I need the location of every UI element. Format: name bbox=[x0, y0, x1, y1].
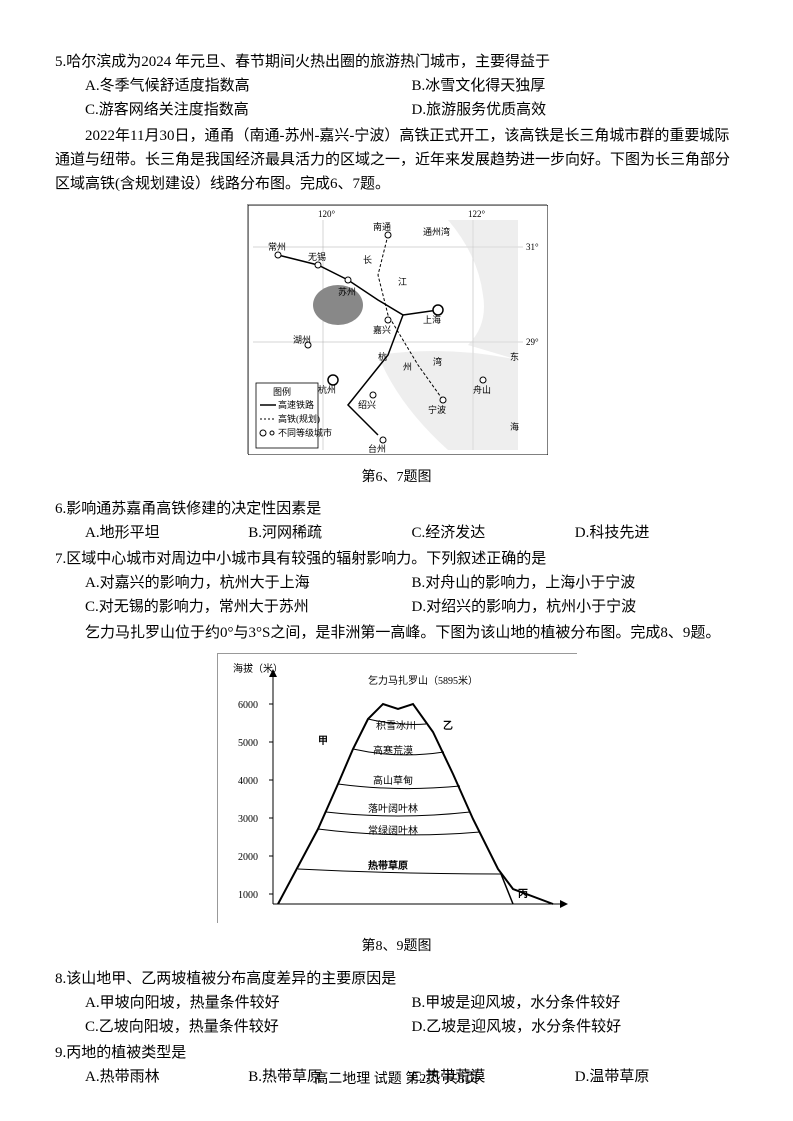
q6-optD: D.科技先进 bbox=[575, 521, 738, 545]
q5-optC: C.游客网络关注度指数高 bbox=[85, 98, 412, 122]
q6-optB: B.河网稀疏 bbox=[248, 521, 411, 545]
q6-optA: A.地形平坦 bbox=[85, 521, 248, 545]
q8-stem: 8.该山地甲、乙两坡植被分布高度差异的主要原因是 bbox=[55, 967, 738, 991]
label-jia: 甲 bbox=[318, 735, 328, 747]
ytick-4000: 4000 bbox=[238, 776, 258, 787]
passage-1: 2022年11月30日，通甬（南通-苏州-嘉兴-宁波）高铁正式开工，该高铁是长三… bbox=[55, 124, 738, 196]
fig1-caption: 第6、7题图 bbox=[55, 467, 738, 489]
ytick-6000: 6000 bbox=[238, 700, 258, 711]
figure-1-block: 120° 122° 31° 29° bbox=[55, 204, 738, 489]
question-5: 5.哈尔滨成为2024 年元旦、春节期间火热出圈的旅游热门城市，主要得益于 A.… bbox=[55, 50, 738, 122]
lon-120: 120° bbox=[318, 209, 336, 219]
lat-29: 29° bbox=[526, 337, 539, 347]
q8-optD: D.乙坡是迎风坡，水分条件较好 bbox=[412, 1015, 739, 1039]
q8-optA: A.甲坡向阳坡，热量条件较好 bbox=[85, 991, 412, 1015]
label-dong: 东 bbox=[510, 351, 519, 362]
q7-options-row1: A.对嘉兴的影响力，杭州大于上海 B.对舟山的影响力，上海小于宁波 bbox=[55, 571, 738, 595]
fig2-caption: 第8、9题图 bbox=[55, 936, 738, 958]
city-huzhou: 湖州 bbox=[293, 335, 311, 345]
city-hangzhou: 杭州 bbox=[318, 384, 336, 395]
city-shaoxing: 绍兴 bbox=[358, 399, 376, 410]
q8-optC: C.乙坡向阳坡，热量条件较好 bbox=[85, 1015, 412, 1039]
label-wan: 湾 bbox=[433, 356, 442, 367]
lon-122: 122° bbox=[468, 209, 486, 219]
city-zhoushan: 舟山 bbox=[473, 384, 491, 395]
q5-options-row2: C.游客网络关注度指数高 D.旅游服务优质高效 bbox=[55, 98, 738, 122]
q7-optB: B.对舟山的影响力，上海小于宁波 bbox=[412, 571, 739, 595]
q8-optB: B.甲坡是迎风坡，水分条件较好 bbox=[412, 991, 739, 1015]
zone-2: 高山草甸 bbox=[373, 774, 413, 787]
city-tongzhouwan: 通州湾 bbox=[423, 226, 450, 237]
passage-2: 乞力马扎罗山位于约0°与3°S之间，是非洲第一高峰。下图为该山地的植被分布图。完… bbox=[55, 621, 738, 645]
legend-title: 图例 bbox=[273, 386, 291, 397]
city-suzhou: 苏州 bbox=[338, 286, 356, 297]
q5-optA: A.冬季气候舒适度指数高 bbox=[85, 74, 412, 98]
map-svg: 120° 122° 31° 29° bbox=[248, 205, 548, 455]
figure-2-block: 海拔（米） 乞力马扎罗山（5895米） 1000 2000 3000 4000 … bbox=[55, 653, 738, 958]
ytick-3000: 3000 bbox=[238, 814, 258, 825]
q8-options-row2: C.乙坡向阳坡，热量条件较好 D.乙坡是迎风坡，水分条件较好 bbox=[55, 1015, 738, 1039]
legend-item-0: 高速铁路 bbox=[278, 399, 314, 410]
city-ningbo: 宁波 bbox=[428, 404, 446, 415]
ytick-1000: 1000 bbox=[238, 890, 258, 901]
question-8: 8.该山地甲、乙两坡植被分布高度差异的主要原因是 A.甲坡向阳坡，热量条件较好 … bbox=[55, 967, 738, 1039]
q7-optD: D.对绍兴的影响力，杭州小于宁波 bbox=[412, 595, 739, 619]
label-jiang: 江 bbox=[398, 277, 407, 287]
q9-stem: 9.丙地的植被类型是 bbox=[55, 1041, 738, 1065]
q7-options-row2: C.对无锡的影响力，常州大于苏州 D.对绍兴的影响力，杭州小于宁波 bbox=[55, 595, 738, 619]
mountain-figure: 海拔（米） 乞力马扎罗山（5895米） 1000 2000 3000 4000 … bbox=[217, 653, 577, 923]
ytick-5000: 5000 bbox=[238, 738, 258, 749]
question-7: 7.区域中心城市对周边中小城市具有较强的辐射影响力。下列叙述正确的是 A.对嘉兴… bbox=[55, 547, 738, 619]
q6-stem: 6.影响通苏嘉甬高铁修建的决定性因素是 bbox=[55, 497, 738, 521]
map-figure: 120° 122° 31° 29° bbox=[247, 204, 547, 454]
city-shanghai: 上海 bbox=[423, 314, 441, 325]
q5-stem: 5.哈尔滨成为2024 年元旦、春节期间火热出圈的旅游热门城市，主要得益于 bbox=[55, 50, 738, 74]
question-6: 6.影响通苏嘉甬高铁修建的决定性因素是 A.地形平坦 B.河网稀疏 C.经济发达… bbox=[55, 497, 738, 545]
q5-optD: D.旅游服务优质高效 bbox=[412, 98, 739, 122]
mountain-svg: 海拔（米） 乞力马扎罗山（5895米） 1000 2000 3000 4000 … bbox=[218, 654, 578, 924]
zone-0: 积雪冰川 bbox=[376, 719, 416, 732]
zone-3: 落叶阔叶林 bbox=[368, 802, 418, 815]
zone-4: 常绿阔叶林 bbox=[368, 824, 418, 837]
zone-5: 热带草原 bbox=[368, 859, 408, 872]
lat-31: 31° bbox=[526, 242, 539, 252]
label-hang: 杭 bbox=[378, 351, 387, 362]
q8-options-row1: A.甲坡向阳坡，热量条件较好 B.甲坡是迎风坡，水分条件较好 bbox=[55, 991, 738, 1015]
q5-optB: B.冰雪文化得天独厚 bbox=[412, 74, 739, 98]
mountain-title: 乞力马扎罗山（5895米） bbox=[368, 674, 478, 687]
city-nantong: 南通 bbox=[373, 221, 391, 232]
city-jiaxing: 嘉兴 bbox=[373, 324, 391, 335]
city-taizhou: 台州 bbox=[368, 443, 386, 454]
y-axis-label: 海拔（米） bbox=[233, 662, 283, 675]
zone-1: 高寒荒漠 bbox=[373, 744, 413, 757]
legend-item-2: 不同等级城市 bbox=[278, 427, 332, 438]
q6-options: A.地形平坦 B.河网稀疏 C.经济发达 D.科技先进 bbox=[55, 521, 738, 545]
page-footer: 高二地理 试题 第2页 共8页 bbox=[0, 1069, 793, 1091]
ytick-2000: 2000 bbox=[238, 852, 258, 863]
q7-optC: C.对无锡的影响力，常州大于苏州 bbox=[85, 595, 412, 619]
label-chang: 长 bbox=[363, 254, 372, 265]
label-zhou: 州 bbox=[403, 362, 412, 372]
q7-stem: 7.区域中心城市对周边中小城市具有较强的辐射影响力。下列叙述正确的是 bbox=[55, 547, 738, 571]
q6-optC: C.经济发达 bbox=[412, 521, 575, 545]
label-hai: 海 bbox=[510, 421, 519, 432]
label-yi: 乙 bbox=[443, 720, 453, 732]
city-changzhou: 常州 bbox=[268, 241, 286, 252]
city-wuxi: 无锡 bbox=[308, 252, 326, 262]
label-bing: 丙 bbox=[518, 888, 528, 900]
q5-options-row1: A.冬季气候舒适度指数高 B.冰雪文化得天独厚 bbox=[55, 74, 738, 98]
legend-item-1: 高铁(规划) bbox=[278, 413, 320, 424]
q7-optA: A.对嘉兴的影响力，杭州大于上海 bbox=[85, 571, 412, 595]
